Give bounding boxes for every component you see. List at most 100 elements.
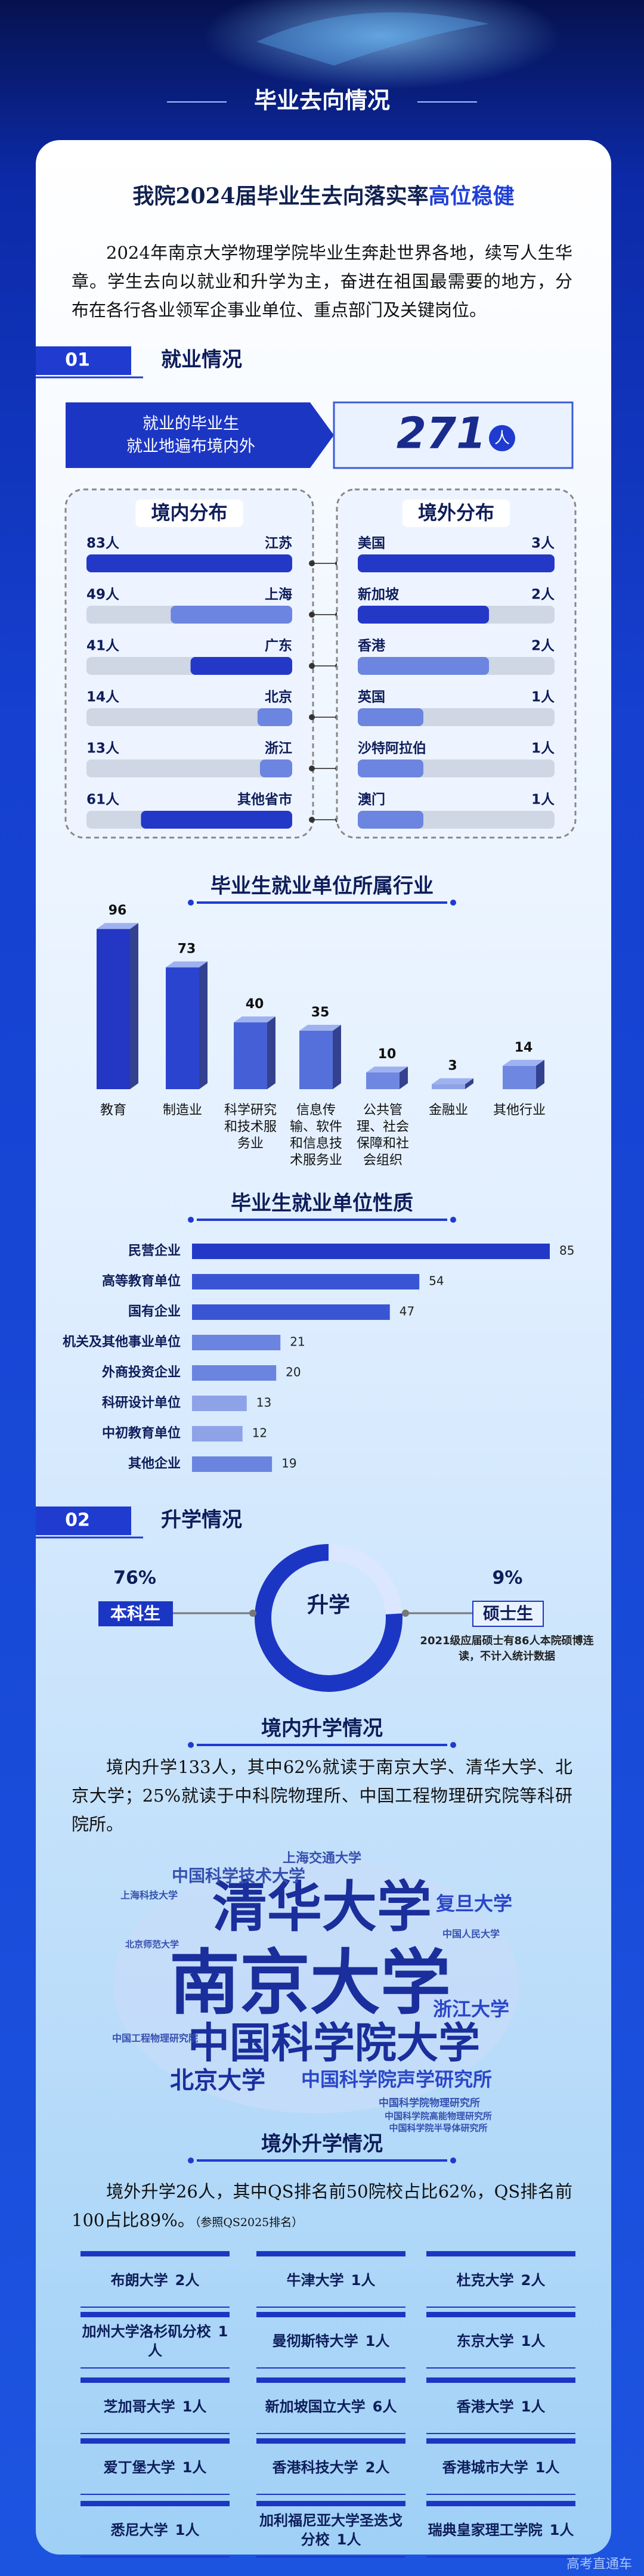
bar-front bbox=[503, 1065, 536, 1089]
subtitle-dot bbox=[188, 1217, 194, 1223]
region-bar bbox=[86, 554, 292, 572]
school-cell: 杜克大学 2人 bbox=[426, 2259, 575, 2301]
domestic-study-text: 境内升学133人，其中62%就读于南京大学、清华大学、北京大学；25%就读于中科… bbox=[72, 1757, 572, 1834]
region-bar bbox=[259, 760, 292, 777]
bar-front bbox=[299, 1031, 333, 1089]
school-name: 加利福尼亚大学圣迭戈分校 bbox=[259, 2512, 402, 2548]
school-text: 牛津大学 1人 bbox=[287, 2271, 376, 2290]
bar-track bbox=[86, 708, 292, 726]
cell-top-bar bbox=[80, 2312, 230, 2317]
region-bar bbox=[358, 606, 489, 624]
bar-track bbox=[86, 760, 292, 777]
subtitle-dot bbox=[188, 1742, 194, 1748]
industry-bar bbox=[432, 1078, 473, 1089]
region-value-label: 61人 bbox=[86, 792, 120, 808]
overseas-study-text: 境外升学26人，其中QS排名前50院校占比62%，QS排名前100占比89%。 bbox=[72, 2181, 572, 2230]
subtitle-dot bbox=[188, 2157, 194, 2163]
pointer-dot bbox=[249, 1610, 256, 1617]
unit-category: 科研设计单位 bbox=[102, 1395, 181, 1411]
school-name: 加州大学洛杉矶分校 bbox=[82, 2323, 211, 2340]
region-name: 新加坡 bbox=[358, 587, 399, 603]
industry-value: 10 bbox=[378, 1047, 397, 1062]
industry-category: 金融业 bbox=[428, 1103, 468, 1118]
school-count: 1人 bbox=[148, 2323, 228, 2359]
school-cell: 香港大学 1人 bbox=[426, 2386, 575, 2428]
header-title: 毕业去向情况 bbox=[254, 88, 390, 114]
school-name: 东京大学 bbox=[456, 2333, 514, 2349]
school-name: 新加坡国立大学 bbox=[265, 2398, 366, 2415]
whale-glow bbox=[203, 0, 561, 89]
unit-category: 高等教育单位 bbox=[102, 1273, 181, 1289]
cell-top-bar bbox=[256, 2501, 405, 2506]
cell-top-bar bbox=[80, 2438, 230, 2444]
school-count: 1人 bbox=[336, 2531, 361, 2548]
school-name: 爱丁堡大学 bbox=[103, 2459, 175, 2476]
bar-top bbox=[166, 961, 208, 968]
region-value-label: 1人 bbox=[531, 690, 555, 705]
unit-category: 民营企业 bbox=[128, 1243, 181, 1258]
bar-top bbox=[432, 1078, 473, 1084]
industry-value: 40 bbox=[246, 997, 264, 1012]
industry-category: 制造业 bbox=[162, 1103, 202, 1118]
panel-title-box bbox=[135, 500, 243, 527]
region-name: 北京 bbox=[265, 689, 292, 705]
donut-center: 升学 bbox=[307, 1592, 350, 1617]
word-cloud-word: 中国人民大学 bbox=[442, 1929, 500, 1940]
school-cell: 牛津大学 1人 bbox=[256, 2259, 405, 2301]
bar-side bbox=[267, 1016, 275, 1089]
word-cloud-word: 中国科学院物理研究所 bbox=[379, 2097, 480, 2109]
connector-dot bbox=[309, 714, 315, 720]
school-name: 布朗大学 bbox=[110, 2272, 168, 2289]
bar-front bbox=[234, 1022, 267, 1089]
region-value-label: 1人 bbox=[531, 741, 555, 757]
industry-value: 3 bbox=[448, 1059, 457, 1074]
industry-bar bbox=[234, 1016, 275, 1089]
region-bar bbox=[190, 657, 292, 675]
word-cloud-word: 中国工程物理研究院 bbox=[112, 2033, 198, 2044]
industry-value: 96 bbox=[109, 903, 127, 918]
bar-side bbox=[130, 923, 138, 1089]
unit-bar bbox=[192, 1335, 281, 1350]
headline-highlight: 高位稳健 bbox=[428, 184, 515, 209]
panel-title: 境外分布 bbox=[418, 501, 494, 524]
school-count: 2人 bbox=[365, 2459, 390, 2476]
industry-category: 信息传输、软件和信息技术服务业 bbox=[289, 1103, 342, 1168]
word-cloud-word: 中国科学院高能物理研究所 bbox=[385, 2111, 492, 2122]
school-text: 新加坡国立大学 6人 bbox=[265, 2397, 397, 2416]
industry-value: 35 bbox=[311, 1005, 330, 1020]
cell-top-bar bbox=[256, 2312, 405, 2317]
total-unit-badge bbox=[489, 425, 515, 451]
unit-category: 中初教育单位 bbox=[102, 1425, 181, 1441]
industry-category: 其他行业 bbox=[493, 1103, 546, 1118]
school-count: 1人 bbox=[182, 2459, 207, 2476]
subtitle: 境内升学情况 bbox=[261, 1717, 383, 1741]
unit-category: 外商投资企业 bbox=[102, 1365, 181, 1380]
school-name: 杜克大学 bbox=[456, 2272, 514, 2289]
region-name: 其他省市 bbox=[237, 792, 292, 808]
cell-top-bar bbox=[426, 2501, 575, 2506]
bar-side bbox=[400, 1067, 408, 1089]
region-value-label: 2人 bbox=[531, 638, 555, 654]
unit-bar bbox=[192, 1274, 420, 1289]
industry-bar bbox=[503, 1059, 544, 1089]
school-count: 1人 bbox=[175, 2522, 200, 2538]
master-note: 2021级应届硕士有86人本院硕博连读，不计入统计数据 bbox=[420, 1635, 594, 1663]
school-text: 曼彻斯特大学 1人 bbox=[273, 2332, 390, 2351]
bar-top bbox=[234, 1016, 275, 1022]
school-cell: 新加坡国立大学 6人 bbox=[256, 2386, 405, 2428]
school-name: 香港大学 bbox=[456, 2398, 514, 2415]
unit-category: 国有企业 bbox=[128, 1304, 181, 1319]
cell-top-bar bbox=[426, 2377, 575, 2383]
region-value-label: 13人 bbox=[86, 741, 120, 757]
bar-front bbox=[97, 929, 130, 1089]
unit-value: 19 bbox=[281, 1456, 296, 1471]
school-count: 1人 bbox=[351, 2272, 376, 2289]
watermark: 高考直通车 bbox=[566, 2557, 632, 2572]
word-cloud-word: 中国科学技术大学 bbox=[172, 1866, 305, 1886]
section-tag bbox=[36, 346, 131, 375]
unit-value: 21 bbox=[290, 1335, 305, 1349]
headline-text: 我院2024届毕业生去向落实率 bbox=[132, 184, 429, 209]
subtitle: 毕业生就业单位性质 bbox=[231, 1192, 413, 1216]
unit-value: 54 bbox=[429, 1274, 444, 1288]
